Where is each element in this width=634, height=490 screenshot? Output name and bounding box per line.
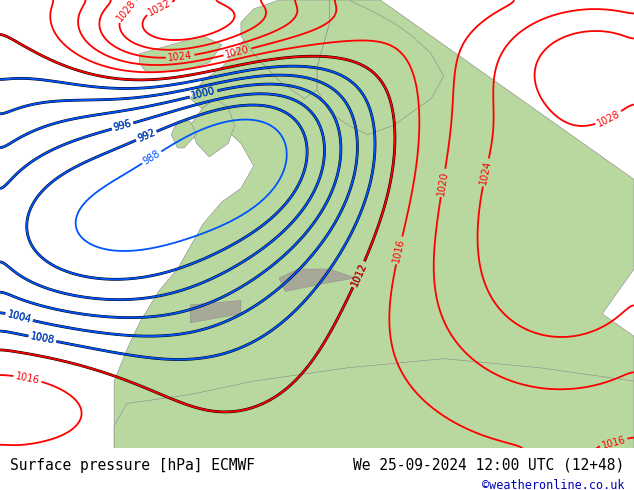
Polygon shape [241, 0, 330, 98]
Text: 1000: 1000 [190, 86, 217, 101]
Text: 1000: 1000 [190, 86, 217, 101]
Text: 1016: 1016 [392, 237, 407, 264]
Polygon shape [171, 121, 197, 148]
Text: 1004: 1004 [6, 309, 32, 325]
Text: 1016: 1016 [600, 434, 627, 450]
Polygon shape [114, 0, 634, 448]
Text: 1032: 1032 [146, 0, 172, 18]
Text: 1012: 1012 [349, 261, 368, 288]
Polygon shape [279, 269, 355, 292]
Polygon shape [114, 359, 634, 448]
Text: 1020: 1020 [436, 170, 450, 196]
Text: 996: 996 [112, 119, 133, 133]
Text: 1016: 1016 [15, 371, 41, 386]
Polygon shape [190, 300, 241, 323]
Text: 1008: 1008 [29, 332, 55, 346]
Text: 1028: 1028 [115, 0, 138, 23]
Text: Surface pressure [hPa] ECMWF: Surface pressure [hPa] ECMWF [10, 458, 254, 472]
Text: 1004: 1004 [6, 309, 32, 325]
Polygon shape [317, 0, 444, 135]
Text: 996: 996 [112, 119, 133, 133]
Text: 1024: 1024 [478, 159, 493, 186]
Text: 988: 988 [141, 148, 162, 167]
Text: 992: 992 [136, 127, 157, 144]
Text: 1012: 1012 [349, 261, 368, 288]
Text: 1028: 1028 [595, 108, 622, 128]
Text: 1024: 1024 [167, 50, 193, 63]
Text: 1020: 1020 [224, 44, 250, 60]
Text: We 25-09-2024 12:00 UTC (12+48): We 25-09-2024 12:00 UTC (12+48) [353, 458, 624, 472]
Text: 1008: 1008 [29, 332, 55, 346]
Polygon shape [190, 98, 235, 157]
Text: 992: 992 [136, 127, 157, 144]
Text: ©weatheronline.co.uk: ©weatheronline.co.uk [482, 479, 624, 490]
Polygon shape [139, 36, 222, 72]
